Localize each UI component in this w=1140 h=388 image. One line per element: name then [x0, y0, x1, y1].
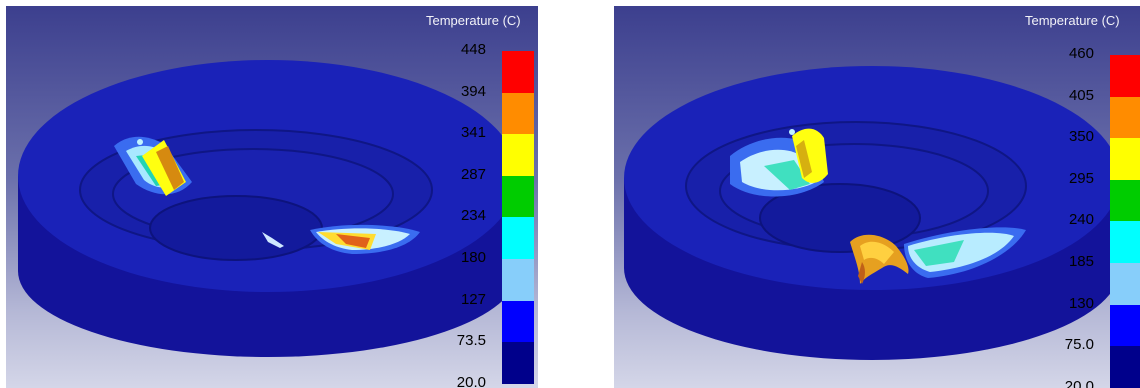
legend-tick-label: 394: [460, 82, 486, 100]
legend-tick-label: 448: [460, 41, 486, 58]
legend-swatch: [502, 134, 534, 176]
legend-title: Temperature (C): [1025, 13, 1120, 28]
legend-swatch: [502, 342, 534, 384]
heat-zone-lower: [262, 224, 420, 254]
legend-swatch: [1110, 138, 1140, 180]
legend-tick-label: 341: [460, 124, 486, 142]
temperature-plot-right: Temperature (C) 460 405 350 295 240 185 130 75.…: [614, 6, 1140, 388]
legend-swatch: [1110, 96, 1140, 139]
legend-swatch: [1110, 304, 1140, 347]
center-bore: [149, 195, 323, 261]
legend-swatch: [502, 92, 534, 135]
legend-tick-label: 240: [1068, 211, 1094, 229]
legend-tick-label: 287: [460, 165, 486, 183]
center-bore: [759, 183, 921, 253]
legend-tick-label: 130: [1068, 294, 1094, 312]
legend-swatch: [502, 259, 534, 301]
legend-tick-label: 350: [1068, 128, 1094, 146]
legend-tick-label: 20.0: [1064, 377, 1094, 388]
legend-tick-label: 460: [1068, 45, 1094, 62]
legend-swatch: [1110, 55, 1140, 97]
legend-swatch: [1110, 179, 1140, 222]
legend-tick-label: 127: [460, 290, 486, 308]
legend-swatch: [502, 175, 534, 218]
heat-zone-upper: [730, 128, 828, 197]
legend-swatch: [1110, 221, 1140, 263]
legend-tick-label: 73.5: [456, 332, 486, 350]
heat-zone-lower: [850, 227, 1026, 284]
legend-title: Temperature (C): [426, 13, 521, 28]
legend-tick-label: 20.0: [456, 373, 486, 388]
heat-zone-upper: [114, 136, 192, 196]
temperature-plot-left: Temperature (C) 448 394 341 287 234 180 127 73.…: [6, 6, 538, 388]
legend-swatch: [502, 51, 534, 93]
disk-model-right: [624, 66, 1120, 360]
legend-tick-label: 234: [460, 207, 486, 225]
legend-swatch: [502, 217, 534, 259]
legend-tick-label: 295: [1068, 169, 1094, 187]
legend-swatch: [1110, 263, 1140, 305]
legend-tick-label: 405: [1068, 86, 1094, 104]
legend-swatch: [502, 300, 534, 343]
legend-tick-label: 75.0: [1064, 336, 1094, 354]
legend-tick-label: 180: [460, 249, 486, 266]
disk-model-left: [18, 60, 518, 357]
legend-swatch: [1110, 346, 1140, 388]
legend-tick-label: 185: [1068, 253, 1094, 270]
